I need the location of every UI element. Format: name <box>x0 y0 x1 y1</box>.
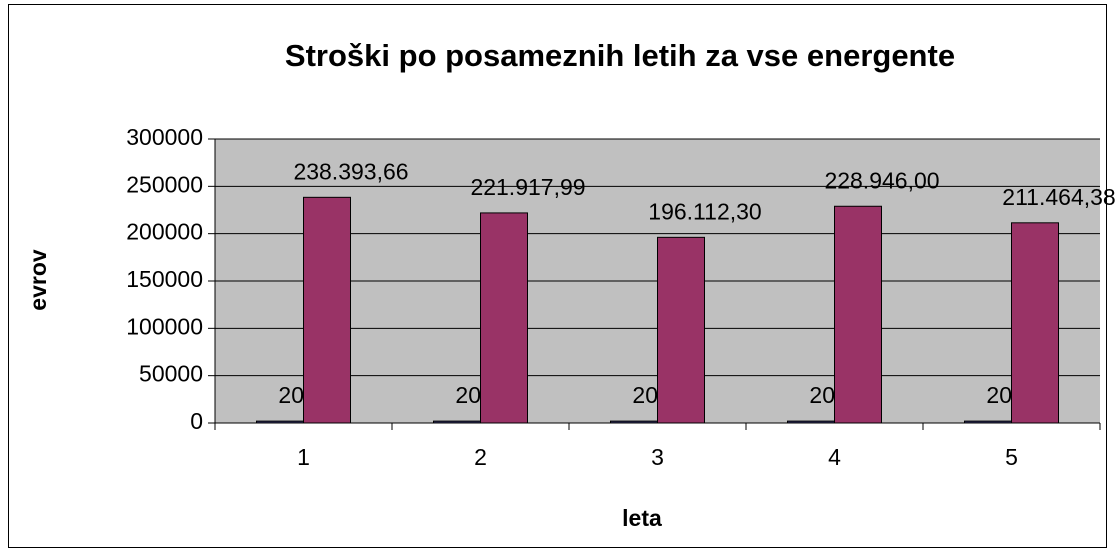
x-tick-label: 3 <box>651 444 664 470</box>
data-label: 196.112,30 <box>648 198 761 224</box>
bar <box>303 196 351 424</box>
bar <box>657 236 705 424</box>
data-label: 211.464,38 <box>1002 184 1115 210</box>
bar <box>964 420 1012 424</box>
data-label: 221.917,99 <box>470 174 585 200</box>
bar <box>787 420 835 424</box>
x-tick-label: 4 <box>828 444 841 470</box>
bar <box>256 420 304 424</box>
bar <box>834 205 882 424</box>
bar <box>1011 222 1059 424</box>
bar <box>610 420 658 424</box>
bar <box>480 212 528 424</box>
y-axis-title: evrov <box>25 249 51 311</box>
y-tick-label: 200000 <box>126 219 203 245</box>
x-axis-title: leta <box>622 505 662 531</box>
x-tick-label: 1 <box>297 444 310 470</box>
y-tick-label: 250000 <box>126 171 203 197</box>
x-tick-label: 5 <box>1005 444 1018 470</box>
chart-title: Stroški po posameznih letih za vse energ… <box>285 38 955 73</box>
y-tick-label: 150000 <box>126 266 203 292</box>
y-tick-label: 300000 <box>126 124 203 150</box>
y-tick-label: 100000 <box>126 313 203 339</box>
data-label: 228.946,00 <box>824 167 939 193</box>
bar <box>433 420 481 424</box>
y-tick-label: 50000 <box>139 361 203 387</box>
y-tick-label: 0 <box>190 408 203 434</box>
x-tick-label: 2 <box>474 444 487 470</box>
data-label: 238.393,66 <box>293 158 408 184</box>
